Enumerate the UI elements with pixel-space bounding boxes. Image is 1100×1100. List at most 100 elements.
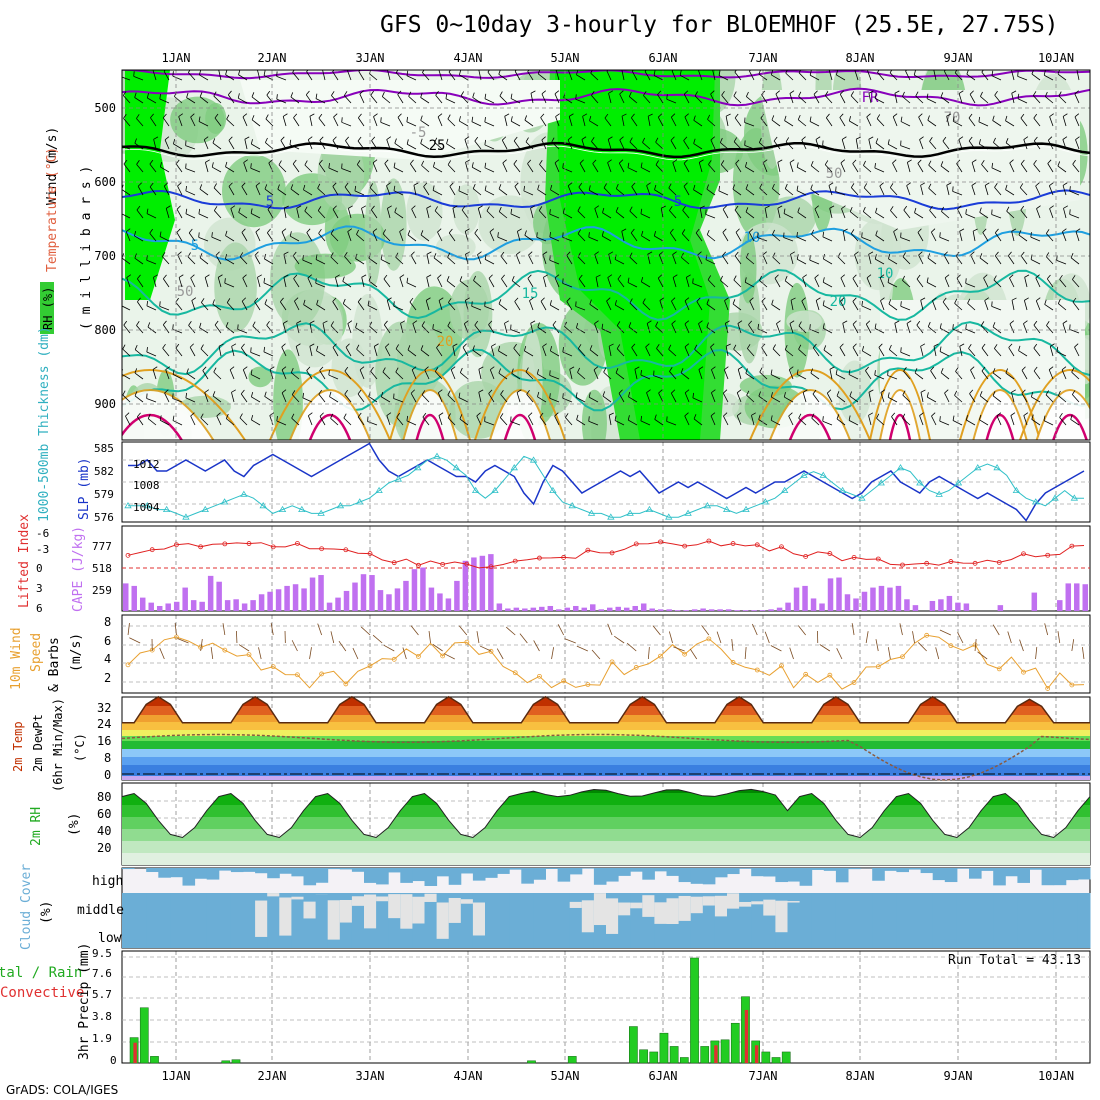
wind-barb (1059, 279, 1067, 288)
wind-barb (438, 297, 444, 301)
wind-barb (315, 282, 326, 288)
wind-barb (250, 374, 261, 380)
wind-barb (472, 166, 482, 173)
cape-bar (810, 598, 817, 611)
wind-barb (123, 118, 131, 127)
wind-barb (720, 142, 729, 150)
wind-barb (839, 113, 844, 118)
wind-barb (619, 159, 624, 164)
wind-barb (979, 414, 982, 420)
wind-barb (471, 121, 482, 127)
wind-barb (958, 93, 963, 104)
wind-barb (657, 90, 662, 95)
wind-barb (370, 366, 374, 372)
cloud-high (194, 868, 208, 879)
wind-barb (224, 253, 228, 260)
wind-barb (764, 205, 770, 209)
wind10-barb (770, 645, 782, 652)
wind-barb (746, 257, 755, 265)
wind-barb (865, 366, 869, 371)
wind-barb (744, 122, 755, 127)
wind-barb (437, 274, 442, 279)
wind-barb (666, 98, 677, 104)
wind-barb (125, 228, 131, 233)
wind-barb (488, 320, 493, 325)
wind-barb (654, 419, 664, 426)
wind-barb (357, 297, 362, 303)
wind-barb (952, 420, 963, 426)
cloud-mid-low (218, 893, 232, 948)
wind-barb (668, 348, 677, 357)
precip-bar (730, 1022, 740, 1064)
wind-barb (887, 282, 898, 288)
cloud-high (678, 868, 692, 883)
wind-barb (488, 278, 495, 288)
wind-barb (683, 182, 688, 187)
wind-barb (868, 139, 872, 150)
wind-barb (562, 393, 564, 399)
wind-barb (592, 159, 597, 164)
wind-barb (776, 320, 781, 324)
wind-barb (788, 412, 793, 417)
wind-barb (640, 167, 651, 173)
wind-barb (1049, 346, 1054, 357)
wind-barb (979, 257, 989, 265)
wind-barb (965, 328, 976, 334)
wind10-barb (731, 639, 734, 652)
wind-barb (267, 228, 271, 234)
cloud-high (327, 868, 341, 870)
wind-barb (777, 205, 783, 209)
wind10-barb (317, 623, 323, 636)
wind-barb (657, 113, 663, 118)
wind-barb (647, 116, 651, 127)
wind-barb (970, 369, 976, 380)
wind-barb (671, 320, 676, 325)
wind-barb (757, 323, 760, 329)
cape-bar (717, 609, 723, 611)
wind10-barb (177, 638, 189, 644)
contour-label: 25 (429, 138, 446, 154)
wind-barb (711, 392, 716, 403)
wind-barb (303, 184, 306, 190)
wind-barb (699, 208, 703, 219)
rh-blob (248, 366, 272, 388)
wind-barb (137, 278, 144, 288)
wind-barb (984, 185, 989, 196)
wind-barb (789, 366, 794, 371)
precip-bar (659, 1032, 669, 1064)
cloud-mid-low (993, 893, 1006, 948)
wind-barb (928, 326, 937, 334)
precip-bar (771, 1057, 781, 1064)
wind-barb (720, 164, 729, 173)
wind-barb (956, 278, 963, 288)
wind-barb (538, 206, 543, 211)
wind-barb (959, 231, 963, 242)
cloud-high (122, 868, 135, 870)
ytick-800: 800 (94, 323, 116, 337)
precip-conv-bar (714, 1045, 718, 1063)
cloud-high (787, 868, 801, 882)
wind-barb (749, 300, 755, 311)
cloud-high (727, 868, 740, 875)
cloud-gap (775, 900, 788, 933)
wind-barb (874, 374, 885, 380)
wind-barb (554, 93, 560, 104)
wind-barb (185, 392, 188, 398)
wind-barb (942, 140, 950, 150)
wind-barb (344, 256, 352, 265)
cloud-mid-low (315, 893, 329, 948)
wind-barb (214, 210, 222, 219)
wind-barb (175, 163, 183, 173)
wind-barb (684, 116, 690, 127)
wind-barb (991, 167, 1002, 173)
wind-barb (204, 277, 209, 288)
wind-barb (555, 116, 560, 127)
wind-barb (126, 274, 132, 278)
wind-barb (549, 209, 551, 215)
wind-barb (386, 139, 391, 150)
precip-bars (129, 957, 791, 1064)
wind-barb (653, 75, 664, 81)
wind-barb (1044, 299, 1047, 305)
cape-bar (394, 588, 401, 611)
precip-bar (720, 1039, 730, 1064)
